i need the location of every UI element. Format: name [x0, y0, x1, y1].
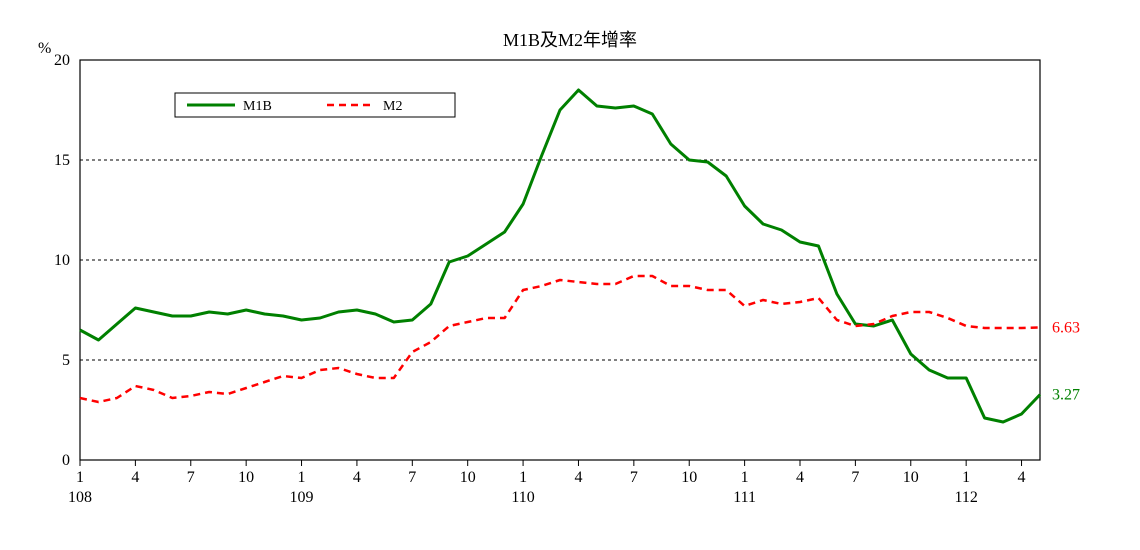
x-month-label: 4 — [353, 469, 361, 486]
x-year-label: 112 — [954, 489, 977, 506]
x-year-label: 108 — [68, 489, 92, 506]
series-M2 — [80, 276, 1040, 402]
legend-label: M2 — [383, 99, 402, 114]
x-month-label: 10 — [238, 469, 254, 486]
x-month-label: 10 — [681, 469, 697, 486]
y-tick-label: 5 — [62, 352, 70, 369]
x-month-label: 4 — [1018, 469, 1026, 486]
x-month-label: 1 — [519, 469, 527, 486]
x-month-label: 1 — [298, 469, 306, 486]
x-year-label: 110 — [511, 489, 534, 506]
end-label-M1B: 3.27 — [1052, 387, 1080, 404]
y-tick-label: 10 — [54, 252, 70, 269]
y-tick-label: 0 — [62, 452, 70, 469]
x-month-label: 1 — [962, 469, 970, 486]
x-month-label: 10 — [460, 469, 476, 486]
x-month-label: 7 — [187, 469, 195, 486]
y-tick-label: 15 — [54, 152, 70, 169]
x-month-label: 1 — [741, 469, 749, 486]
x-month-label: 1 — [76, 469, 84, 486]
series-M1B — [80, 90, 1040, 422]
y-tick-label: 20 — [54, 52, 70, 69]
x-month-label: 4 — [131, 469, 139, 486]
x-month-label: 7 — [630, 469, 638, 486]
x-year-label: 111 — [733, 489, 756, 506]
legend-label: M1B — [243, 99, 272, 114]
x-month-label: 4 — [796, 469, 804, 486]
chart-svg: 0 5 10 15 20 1 4 7 10 1 4 7 10 1 4 7 10 1 4 7 10 1 4 108 109 110 1… — [20, 20, 1120, 530]
x-month-label: 7 — [851, 469, 859, 486]
x-year-label: 109 — [290, 489, 314, 506]
x-month-label: 7 — [408, 469, 416, 486]
chart-title: M1B及M2年增率 — [20, 26, 1120, 52]
x-month-label: 4 — [574, 469, 582, 486]
y-axis-unit: % — [38, 40, 51, 58]
x-month-label: 10 — [903, 469, 919, 486]
end-label-M2: 6.63 — [1052, 319, 1080, 336]
line-chart: M1B及M2年增率 % 0 5 10 15 20 1 4 7 10 1 4 7 10 1 4 7 10 1 4 7 10… — [20, 20, 1120, 530]
